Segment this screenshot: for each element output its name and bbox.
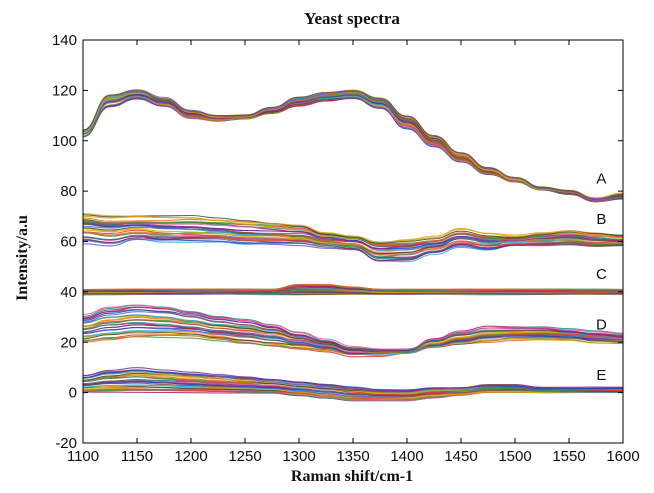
spectrum-line-a [83, 94, 623, 201]
plot-area: 1100 1150 1200 1250 1300 1350 1400 1450 1500 1550… [52, 32, 640, 465]
x-axis-label: Raman shift/cm-1 [291, 468, 413, 485]
x-tick-label: 1250 [228, 448, 261, 465]
spectrum-line-d [83, 304, 623, 352]
spectrum-line-a [83, 92, 623, 201]
y-tick-label: -20 [55, 435, 77, 452]
spectrum-line-a [83, 96, 623, 201]
spectrum-line-a [83, 94, 623, 203]
spectrum-line-e [83, 367, 623, 392]
spectrum-line-a [83, 92, 623, 201]
y-tick-label: 80 [60, 183, 77, 200]
spectrum-line-c [83, 283, 623, 291]
group-label-b: B [596, 211, 606, 228]
spectrum-line-a [83, 94, 623, 202]
spectrum-line-a [83, 95, 623, 201]
x-tick-label: 1350 [336, 448, 369, 465]
spectrum-line-a [83, 97, 623, 201]
y-axis-label: Intensity/a.u [14, 215, 31, 301]
spectrum-line-a [83, 95, 623, 203]
spectrum-line-d [83, 308, 623, 351]
spectrum-line-a [83, 92, 623, 200]
spectra-lines [83, 89, 623, 402]
spectrum-line-a [83, 91, 623, 201]
spectrum-line-a [83, 90, 623, 200]
spectrum-line-a [83, 94, 623, 202]
spectrum-line-a [83, 93, 623, 203]
x-tick-label: 1200 [174, 448, 207, 465]
x-tick-label: 1550 [552, 448, 585, 465]
spectrum-line-a [83, 90, 623, 200]
y-tick-label: 140 [52, 32, 77, 49]
x-tick-label: 1300 [282, 448, 315, 465]
chart-title: Yeast spectra [304, 9, 400, 28]
spectrum-line-a [83, 97, 623, 203]
spectrum-line-a [83, 92, 623, 202]
spectrum-line-a [83, 94, 623, 203]
spectrum-line-a [83, 97, 623, 202]
x-tick-label: 1500 [498, 448, 531, 465]
spectrum-line-b [83, 214, 623, 244]
y-tick-label: 0 [69, 385, 77, 402]
spectrum-line-d [83, 304, 623, 350]
x-tick-label: 1100 [67, 448, 99, 465]
group-label-c: C [596, 266, 607, 283]
y-tick-label: 100 [52, 133, 77, 150]
group-label-a: A [596, 171, 606, 188]
group-label-d: D [596, 317, 607, 334]
x-tick-label: 1400 [390, 448, 423, 465]
group-label-e: E [596, 367, 606, 384]
x-tick-label: 1450 [444, 448, 477, 465]
x-tick-label: 1150 [121, 448, 153, 465]
spectrum-line-a [83, 93, 623, 200]
x-tick-label: 1600 [606, 448, 639, 465]
spectrum-line-b [83, 219, 623, 245]
y-tick-label: 60 [60, 234, 77, 251]
y-tick-label: 20 [60, 334, 77, 351]
spectrum-line-a [83, 92, 623, 201]
spectrum-line-b [83, 212, 623, 243]
spectrum-line-a [83, 92, 623, 202]
spectrum-line-a [83, 95, 623, 202]
spectrum-line-a [83, 90, 623, 200]
y-tick-label: 120 [52, 82, 77, 99]
y-tick-label: 40 [60, 284, 77, 301]
spectrum-line-a [83, 91, 623, 199]
spectrum-line-d [83, 326, 623, 355]
spectrum-line-a [83, 91, 623, 199]
spectrum-line-e [83, 369, 623, 391]
